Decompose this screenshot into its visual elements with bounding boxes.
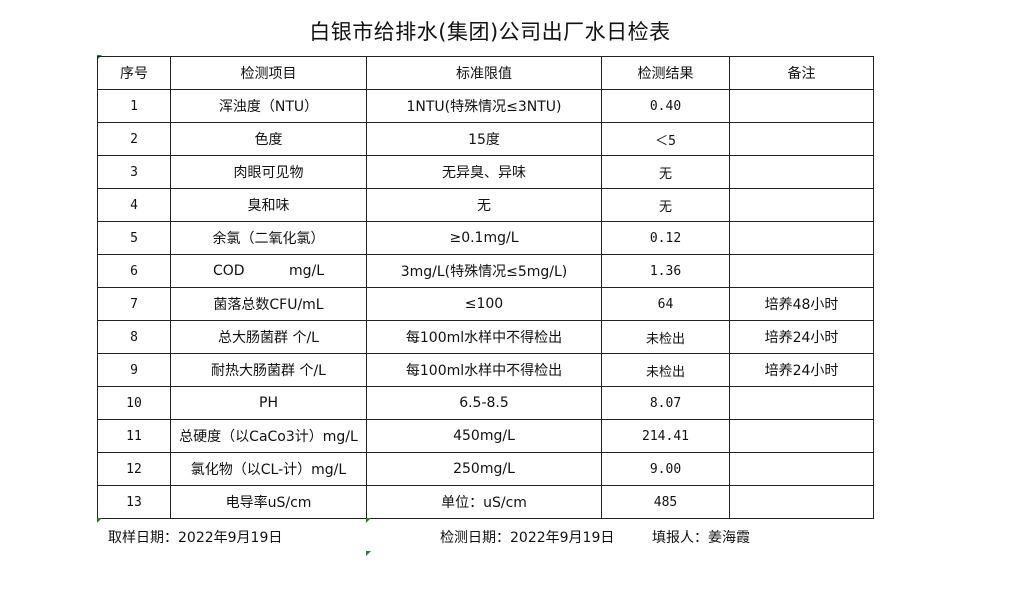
table-cell: 10 — [97, 386, 171, 420]
table-cell: 8 — [97, 320, 171, 354]
table-cell: 9.00 — [601, 452, 730, 486]
header-cell: 标准限值 — [366, 56, 602, 90]
cell-marker — [366, 551, 371, 556]
table-cell: 4 — [97, 188, 171, 222]
reporter: 填报人：姜海霞 — [652, 530, 750, 546]
table-cell: PH — [170, 386, 367, 420]
table-cell: 6.5-8.5 — [366, 386, 602, 420]
table-cell: 每100ml水样中不得检出 — [366, 320, 602, 354]
header-cell: 备注 — [729, 56, 874, 90]
table-cell: 无 — [601, 155, 730, 189]
table-cell — [729, 254, 874, 288]
header-cell: 检测结果 — [601, 56, 730, 90]
table-cell — [729, 452, 874, 486]
table-cell: 电导率uS/cm — [170, 485, 367, 519]
table-cell — [729, 155, 874, 189]
table-cell: 8.07 — [601, 386, 730, 420]
table-cell: 未检出 — [601, 320, 730, 354]
table-cell: 培养24小时 — [729, 320, 874, 354]
table-cell: 耐热大肠菌群 个/L — [170, 353, 367, 387]
table-cell — [729, 188, 874, 222]
table-cell: 1 — [97, 89, 171, 123]
header-cell: 序号 — [97, 56, 171, 90]
table-row: 5 余氯（二氧化氯） ≥0.1mg/L 0.12 — [97, 221, 874, 255]
table-row: 12 氯化物（以CL-计）mg/L 250mg/L 9.00 — [97, 452, 874, 486]
table-cell: 485 — [601, 485, 730, 519]
table-cell: 培养48小时 — [729, 287, 874, 321]
table-cell — [729, 485, 874, 519]
table-cell: 0.12 — [601, 221, 730, 255]
table-row: 4 臭和味无无 — [97, 188, 874, 222]
table-cell: 214.41 — [601, 419, 730, 453]
table-cell: 总大肠菌群 个/L — [170, 320, 367, 354]
table-cell: 15度 — [366, 122, 602, 156]
table-cell: 11 — [97, 419, 171, 453]
table-cell: ＜5 — [601, 122, 730, 156]
table-cell: 2 — [97, 122, 171, 156]
sample-date: 取样日期：2022年9月19日 — [108, 530, 283, 546]
table-cell: 菌落总数CFU/mL — [170, 287, 367, 321]
table-row: 2 色度 15度 ＜5 — [97, 122, 874, 156]
header-cell: 检测项目 — [170, 56, 367, 90]
table-cell: 无 — [601, 188, 730, 222]
table-row: 8 总大肠菌群 个/L 每100ml水样中不得检出 未检出 培养24小时 — [97, 320, 874, 354]
table-cell: 无异臭、异味 — [366, 155, 602, 189]
table-cell: ≥0.1mg/L — [366, 221, 602, 255]
page-title: 白银市给排水(集团)公司出厂水日检表 — [309, 20, 671, 44]
table-row: 1 浑浊度（NTU） 1NTU(特殊情况≤3NTU) 0.40 — [97, 89, 874, 123]
table-row: 11 总硬度（以CaCo3计）mg/L 450mg/L 214.41 — [97, 419, 874, 453]
table-cell: 0.40 — [601, 89, 730, 123]
table-cell: 每100ml水样中不得检出 — [366, 353, 602, 387]
table-cell: 12 — [97, 452, 171, 486]
table-cell — [729, 419, 874, 453]
table-cell: 3mg/L(特殊情况≤5mg/L) — [366, 254, 602, 288]
table-cell — [729, 89, 874, 123]
table-cell: 3 — [97, 155, 171, 189]
table-cell: 单位：uS/cm — [366, 485, 602, 519]
table-cell: 总硬度（以CaCo3计）mg/L — [170, 419, 367, 453]
table-row: 13 电导率uS/cm 单位：uS/cm 485 — [97, 485, 874, 519]
table-row: 7 菌落总数CFU/mL ≤100 64 培养48小时 — [97, 287, 874, 321]
table-cell: COD mg/L — [170, 254, 367, 288]
table-cell: 肉眼可见物 — [170, 155, 367, 189]
table-cell: 250mg/L — [366, 452, 602, 486]
table-cell — [729, 386, 874, 420]
table-cell: 450mg/L — [366, 419, 602, 453]
table-cell: 培养24小时 — [729, 353, 874, 387]
table-cell: 7 — [97, 287, 171, 321]
table-cell: 臭和味 — [170, 188, 367, 222]
table-cell: 浑浊度（NTU） — [170, 89, 367, 123]
table-cell: 未检出 — [601, 353, 730, 387]
table-cell: 5 — [97, 221, 171, 255]
table-cell: 6 — [97, 254, 171, 288]
table-cell: 13 — [97, 485, 171, 519]
table-cell: 1.36 — [601, 254, 730, 288]
header-row: 序号 检测项目 标准限值 检测结果 备注 — [97, 56, 874, 90]
inspection-table: 序号 检测项目 标准限值 检测结果 备注 1 浑浊度（NTU） 1NTU(特殊情况≤3NTU… — [97, 56, 874, 519]
table-row: 6 COD mg/L 3mg/L(特殊情况≤5mg/L) 1.36 — [97, 254, 874, 288]
table-cell: 1NTU(特殊情况≤3NTU) — [366, 89, 602, 123]
table-row: 9 耐热大肠菌群 个/L 每100ml水样中不得检出 未检出 培养24小时 — [97, 353, 874, 387]
table-cell: 9 — [97, 353, 171, 387]
table-cell — [729, 221, 874, 255]
table-cell — [729, 122, 874, 156]
table-cell: 余氯（二氧化氯） — [170, 221, 367, 255]
table-row: 3 肉眼可见物 无异臭、异味无 — [97, 155, 874, 189]
table-cell: 氯化物（以CL-计）mg/L — [170, 452, 367, 486]
table-cell: 无 — [366, 188, 602, 222]
cell-marker — [97, 518, 102, 523]
cell-marker — [366, 518, 371, 523]
table-cell: 64 — [601, 287, 730, 321]
table-row: 10 PH 6.5-8.5 8.07 — [97, 386, 874, 420]
table-cell: 色度 — [170, 122, 367, 156]
table-cell: ≤100 — [366, 287, 602, 321]
test-date: 检测日期：2022年9月19日 — [440, 530, 615, 546]
